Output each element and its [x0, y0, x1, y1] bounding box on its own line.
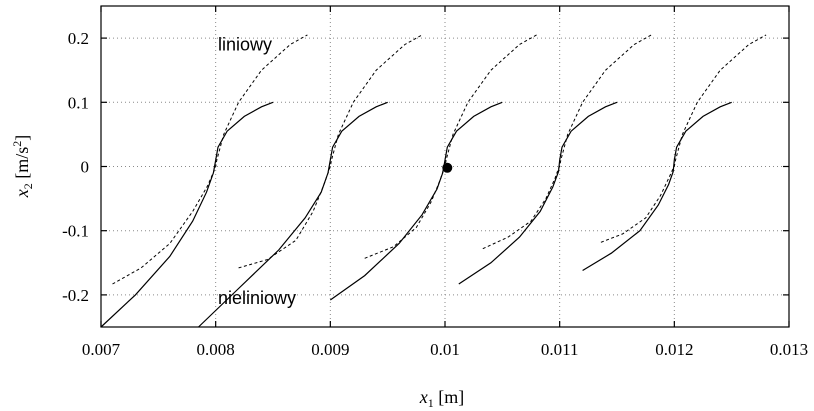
tick-labels: 0.007 0.008 0.009 0.01 0.011 0.012 0.013 -0.2 -0…	[62, 29, 808, 359]
nieliniowy-curve	[329, 101, 503, 301]
y-axis-label: x2 [m/s2]	[10, 135, 35, 199]
y-tick-label: 0	[81, 158, 90, 177]
ticks	[100, 6, 790, 327]
y-tick-label: 0.1	[68, 93, 89, 112]
annotation-nieliniowy: nieliniowy	[218, 288, 296, 308]
x-tick-label: 0.011	[541, 340, 579, 359]
x-axis-label: x1 [m]	[419, 387, 465, 410]
annotation-liniowy: liniowy	[218, 35, 272, 55]
liniowy-curve	[482, 34, 652, 250]
liniowy-curve	[600, 34, 767, 243]
series-layer	[100, 34, 767, 328]
x-tick-label: 0.013	[770, 340, 808, 359]
annotations: liniowy nieliniowy	[218, 35, 296, 309]
x-tick-label: 0.007	[82, 340, 121, 359]
x-tick-label: 0.009	[311, 340, 349, 359]
equilibrium-marker	[442, 162, 453, 173]
nieliniowy-curve	[100, 101, 274, 328]
x-tick-label: 0.008	[197, 340, 235, 359]
liniowy-curve	[364, 34, 537, 259]
x-tick-label: 0.01	[430, 340, 460, 359]
liniowy-curve	[238, 34, 423, 269]
y-tick-label: -0.1	[62, 222, 89, 241]
y-tick-label: -0.2	[62, 286, 89, 305]
y-tick-label: 0.2	[68, 29, 89, 48]
x-tick-label: 0.012	[655, 340, 693, 359]
nieliniowy-curve	[582, 101, 732, 272]
nieliniowy-curve	[458, 101, 618, 285]
liniowy-curve	[112, 34, 308, 285]
nieliniowy-curve	[198, 101, 388, 328]
